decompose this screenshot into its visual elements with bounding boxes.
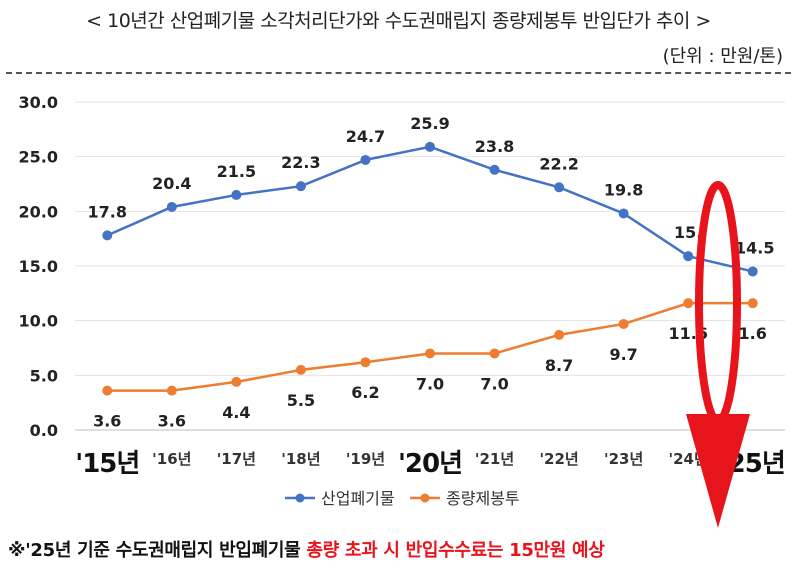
data-point — [683, 251, 694, 262]
x-tick-label: '22년 — [539, 450, 578, 468]
data-point — [489, 164, 500, 175]
data-point — [747, 266, 758, 277]
legend: 산업폐기물 종량제봉투 — [285, 489, 520, 508]
data-label: 3.6 — [158, 412, 186, 431]
data-label: 24.7 — [346, 127, 385, 146]
legend-label: 산업폐기물 — [321, 489, 395, 508]
data-label: 20.4 — [152, 174, 191, 193]
x-tick-label: '21년 — [475, 450, 514, 468]
highlight-arrow — [686, 414, 750, 528]
data-point — [618, 318, 629, 329]
y-tick-label: 5.0 — [30, 366, 58, 385]
y-tick-label: 25.0 — [19, 148, 58, 167]
data-point — [295, 181, 306, 192]
grid-lines — [75, 101, 785, 431]
data-point — [102, 230, 113, 241]
unit-label: (단위 : 만원/톤) — [662, 46, 783, 67]
series-group: 17.8 20.4 21.5 22.3 24.7 25.9 23.8 22.2 19.8 15. 1… — [88, 114, 775, 431]
y-tick-label: 0.0 — [30, 421, 58, 440]
data-label: 15. — [674, 223, 702, 242]
data-point — [102, 385, 113, 396]
y-tick-label: 20.0 — [19, 202, 58, 221]
y-tick-label: 15.0 — [19, 257, 58, 276]
data-label: 1.6 — [739, 324, 767, 343]
data-point — [554, 182, 565, 193]
data-label: 3.6 — [93, 412, 121, 431]
data-point — [360, 357, 371, 368]
data-label: 4.4 — [222, 403, 250, 422]
series-line — [106, 145, 754, 273]
footer-note: ※'25년 기준 수도권매립지 반입폐기물 총량 초과 시 반입수수료는 15만… — [8, 536, 605, 562]
title-divider — [6, 72, 791, 74]
data-label: 14.5 — [735, 238, 774, 257]
data-label: 7.0 — [416, 374, 444, 393]
x-tick-label: '18년 — [281, 450, 320, 468]
data-label: 6.2 — [351, 383, 379, 402]
data-label: 22.3 — [281, 153, 320, 172]
data-label: 17.8 — [88, 202, 127, 221]
data-label: 25.9 — [410, 114, 449, 133]
data-point — [554, 329, 565, 340]
data-point — [295, 364, 306, 375]
data-label: 5.5 — [287, 391, 315, 410]
x-tick-label: '15년 — [75, 449, 139, 479]
legend-marker — [420, 493, 430, 503]
data-point — [231, 376, 242, 387]
x-tick-label: '19년 — [346, 450, 385, 468]
footer-prefix: ※'25년 기준 수도권매립지 반입폐기물 — [8, 540, 307, 561]
line-chart: 0.0 5.0 10.0 15.0 20.0 25.0 30.0 '15년 '16년 '17년 '… — [19, 93, 786, 528]
legend-marker — [295, 493, 305, 503]
y-axis: 0.0 5.0 10.0 15.0 20.0 25.0 30.0 — [19, 93, 58, 440]
chart-title: < 10년간 산업폐기물 소각처리단가와 수도권매립지 종량제봉투 반입단가 추… — [86, 10, 711, 32]
data-label: 22.2 — [539, 154, 578, 173]
data-label: 21.5 — [217, 162, 256, 181]
y-tick-label: 30.0 — [19, 93, 58, 112]
data-point — [166, 201, 177, 212]
data-label: 7.0 — [480, 374, 508, 393]
data-point — [166, 385, 177, 396]
data-point — [425, 348, 435, 359]
x-axis: '15년 '16년 '17년 '18년 '19년 '20년 '21년 '22년 '23년 '24년… — [75, 449, 786, 479]
data-point — [360, 154, 371, 165]
legend-label: 종량제봉투 — [446, 489, 520, 508]
data-label: 9.7 — [609, 345, 637, 364]
data-point — [683, 298, 694, 309]
data-point — [489, 348, 500, 359]
data-point — [747, 298, 758, 309]
y-tick-label: 10.0 — [19, 312, 58, 331]
footer-highlight: 총량 초과 시 반입수수료는 15만원 예상 — [306, 540, 605, 561]
x-tick-label: '23년 — [604, 450, 643, 468]
data-point — [618, 208, 629, 219]
data-label: 23.8 — [475, 137, 514, 156]
x-tick-label: '17년 — [217, 450, 256, 468]
data-label: 19.8 — [604, 181, 643, 200]
data-point — [231, 189, 242, 200]
data-point — [425, 141, 435, 152]
highlight-annotation — [686, 181, 750, 528]
data-label: 8.7 — [545, 356, 573, 375]
x-tick-label: '16년 — [152, 450, 191, 468]
x-tick-label: '20년 — [398, 449, 462, 479]
